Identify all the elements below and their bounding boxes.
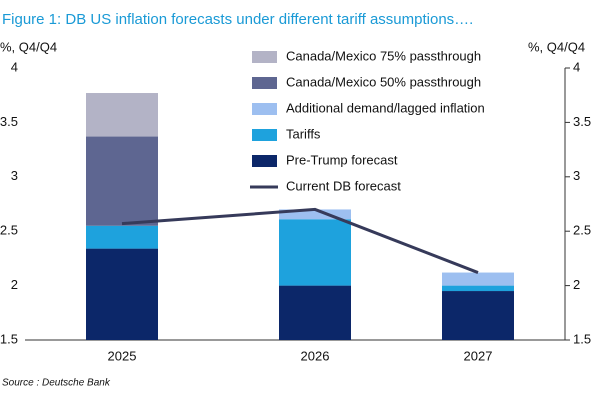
y-tick-label: 4 — [11, 59, 18, 74]
bar-segment — [442, 272, 514, 286]
y2-tick-label: 2 — [573, 277, 580, 292]
bar-segment — [86, 136, 158, 226]
bar-segment — [442, 285, 514, 292]
bar-segment — [442, 291, 514, 340]
legend-label: Canada/Mexico 50% passthrough — [286, 74, 481, 89]
legend-label: Current DB forecast — [286, 178, 401, 193]
source: Source : Deutsche Bank — [2, 378, 111, 389]
y2-tick-label: 2.5 — [573, 223, 591, 238]
y2-tick-label: 1.5 — [573, 331, 591, 346]
legend-swatch — [252, 77, 277, 89]
bar-segment — [279, 219, 351, 286]
y-tick-label: 2 — [11, 277, 18, 292]
bar-segment — [279, 285, 351, 340]
bar-segment — [279, 209, 351, 220]
chart-title: Figure 1: DB US inflation forecasts unde… — [2, 11, 473, 28]
y2-axis-label: %, Q4/Q4 — [528, 39, 585, 54]
legend-swatch — [252, 129, 277, 141]
y-tick-label: 1.5 — [0, 331, 18, 346]
y2-tick-label: 3.5 — [573, 114, 591, 129]
x-tick-label: 2027 — [464, 348, 493, 363]
bar-segment — [86, 248, 158, 340]
legend-label: Canada/Mexico 75% passthrough — [286, 48, 481, 63]
bar-segment — [86, 225, 158, 249]
x-tick-label: 2025 — [108, 348, 137, 363]
y2-tick-label: 4 — [573, 59, 580, 74]
legend-label: Tariffs — [286, 126, 321, 141]
legend-label: Pre-Trump forecast — [286, 152, 398, 167]
legend-swatch — [252, 155, 277, 167]
legend-swatch — [252, 51, 277, 63]
legend-label: Additional demand/lagged inflation — [286, 100, 485, 115]
y-tick-label: 3.5 — [0, 114, 18, 129]
y-tick-label: 3 — [11, 168, 18, 183]
y-axis-label: %, Q4/Q4 — [0, 39, 57, 54]
bar-segment — [86, 93, 158, 137]
y-tick-label: 2.5 — [0, 223, 18, 238]
x-tick-label: 2026 — [301, 348, 330, 363]
legend-swatch — [252, 103, 277, 115]
y2-tick-label: 3 — [573, 168, 580, 183]
line-series — [121, 207, 479, 274]
